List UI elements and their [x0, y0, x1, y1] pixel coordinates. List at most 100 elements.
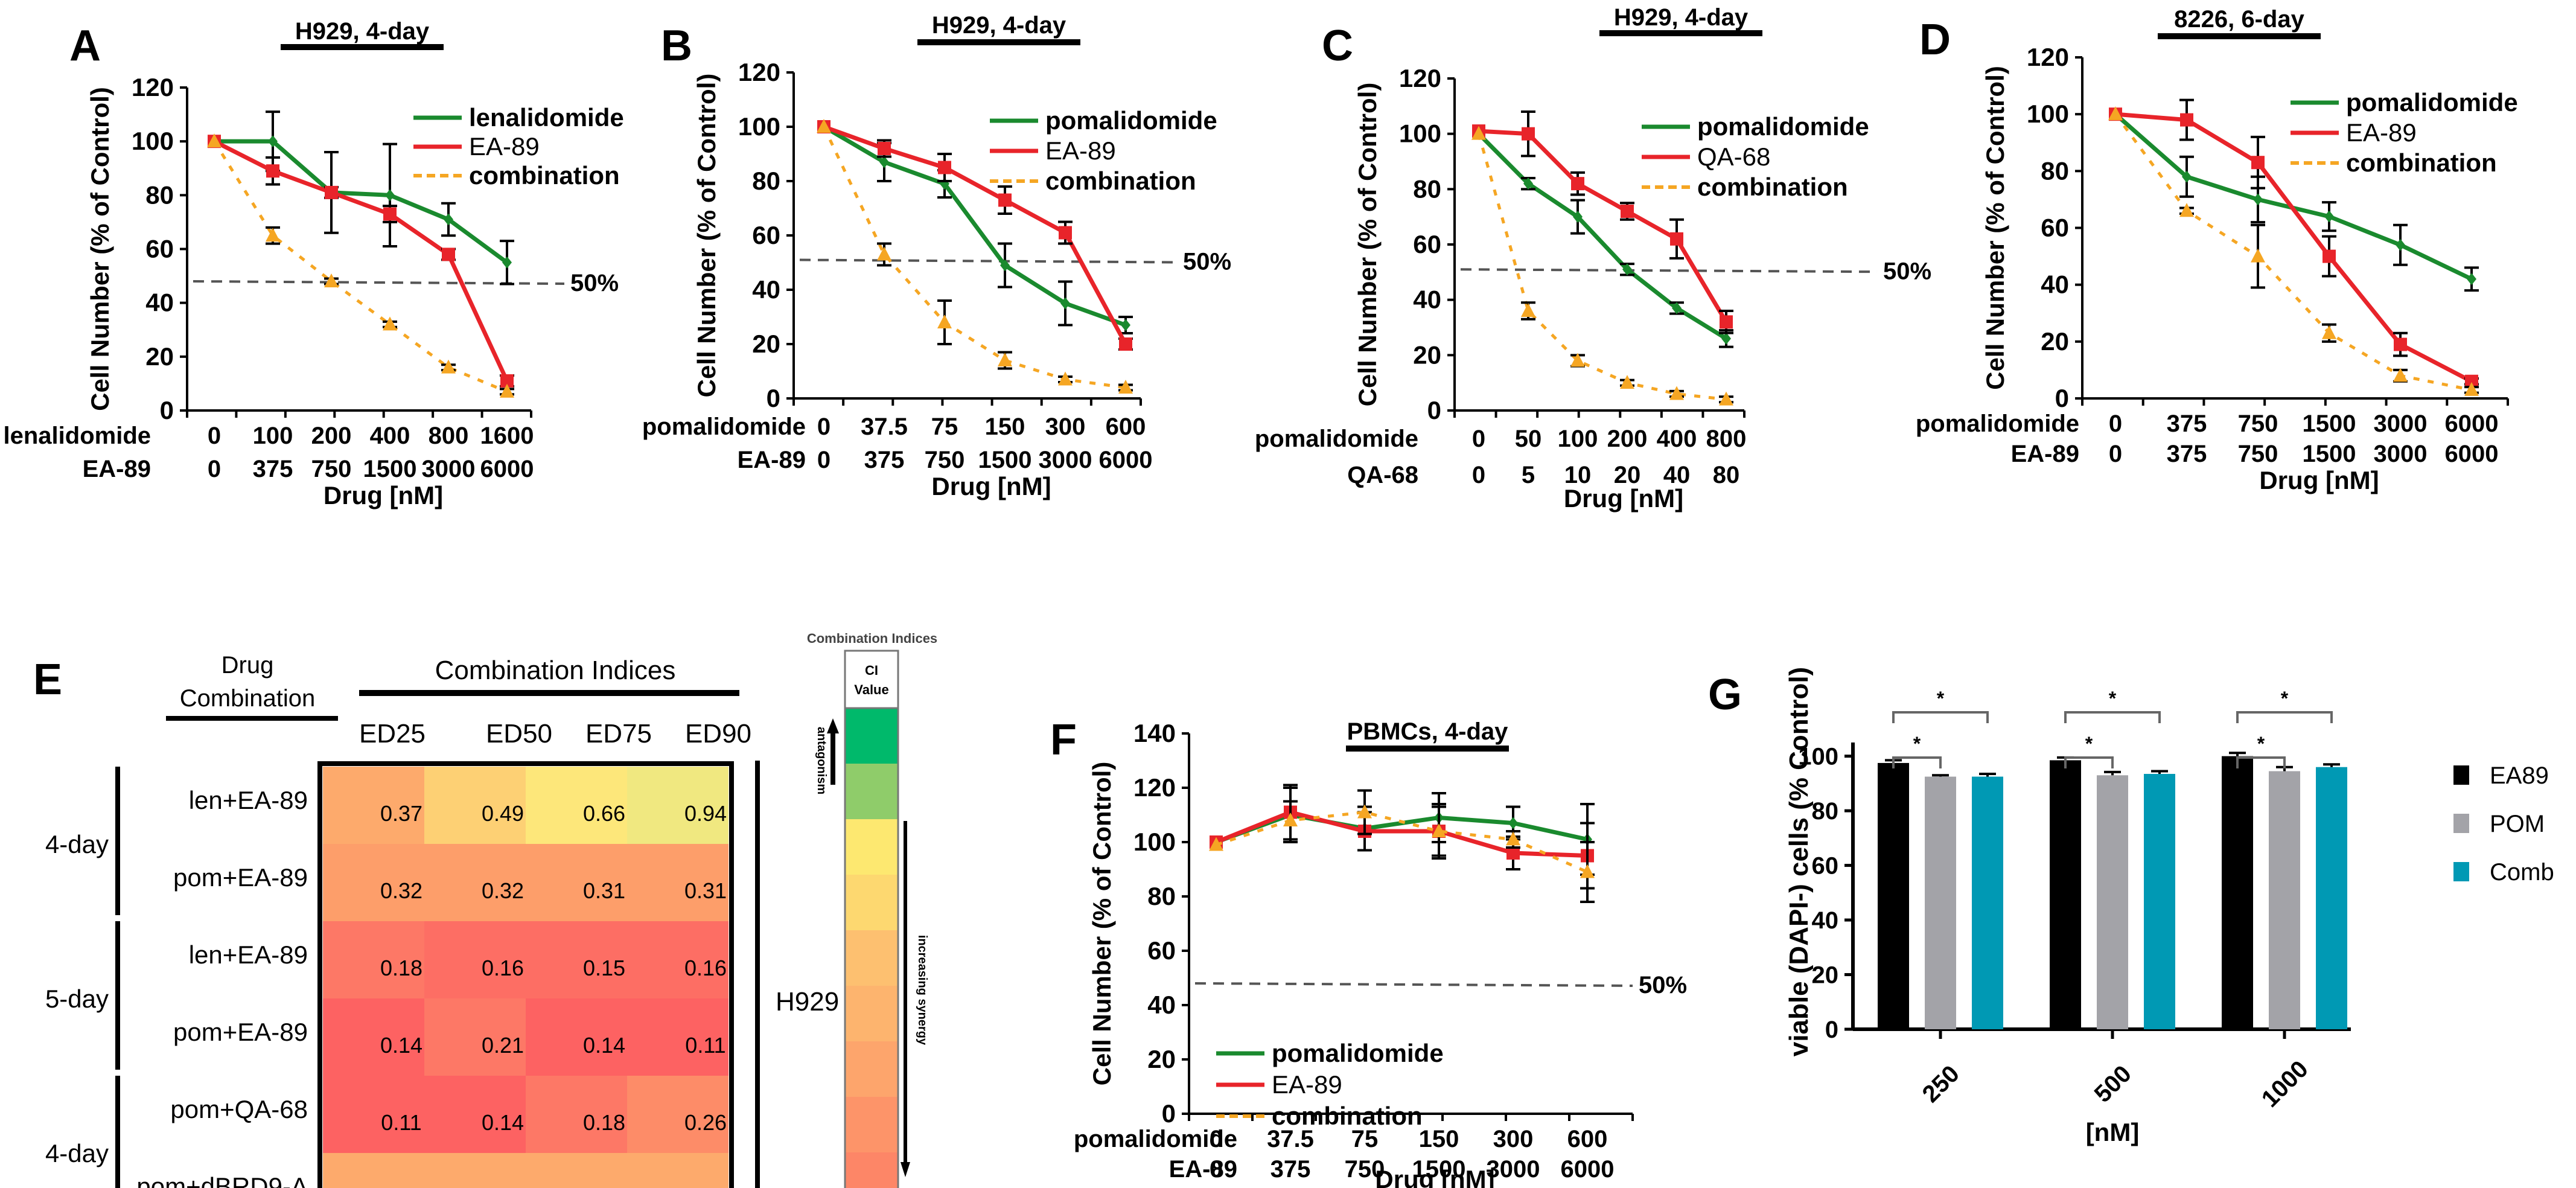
- x-tick-label: 3000: [1487, 1156, 1540, 1183]
- legend-label: lenalidomide: [469, 103, 624, 132]
- legend-label: pomalidomide: [1697, 112, 1869, 141]
- data-point: [998, 353, 1012, 366]
- heatmap-value: 0.18: [583, 1110, 625, 1135]
- reference-line-label: 50%: [570, 270, 619, 296]
- x-axis-label: [nM]: [2086, 1118, 2140, 1146]
- heatmap-cell: [323, 921, 424, 998]
- y-tick-label: 40: [1812, 907, 1839, 934]
- significance-bracket: [2236, 711, 2333, 723]
- x-row-label: pomalidomide: [1255, 426, 1418, 452]
- y-tick-label: 0: [767, 384, 780, 412]
- x-tick-label: 3000: [2374, 441, 2428, 467]
- data-point: [1283, 813, 1298, 826]
- x-row-label: pomalidomide: [1916, 410, 2079, 437]
- legend-header-box: [844, 650, 899, 709]
- data-point: [207, 133, 222, 148]
- significance-bracket: [2064, 756, 2114, 768]
- heatmap-cell: [323, 998, 424, 1076]
- chart-title: 8226, 6-day: [2174, 6, 2304, 33]
- heatmap-value: 0.11: [685, 1033, 725, 1058]
- x-row-label: EA-89: [1169, 1156, 1237, 1183]
- y-tick-label: 20: [1147, 1045, 1176, 1073]
- colorbar-segment: [845, 819, 898, 875]
- data-point: [1059, 226, 1072, 240]
- heatmap-value: 0.31: [583, 878, 625, 903]
- heatmap-value: 0.94: [684, 801, 727, 826]
- y-tick-label: 80: [1812, 798, 1839, 825]
- x-tick-label: 0: [1472, 462, 1485, 488]
- x-axis-label: Drug [nM]: [2259, 466, 2379, 494]
- data-point: [385, 189, 395, 202]
- heatmap-value: 0.11: [381, 1110, 421, 1135]
- y-tick-label: 120: [738, 58, 780, 86]
- heatmap-cell: [627, 921, 728, 998]
- x-tick-label: 40: [1663, 462, 1691, 488]
- bar-pom: [1925, 776, 1956, 1029]
- data-point: [1720, 315, 1733, 329]
- heatmap-value: 0.49: [482, 801, 524, 826]
- y-tick-label: 100: [738, 112, 780, 141]
- x-tick-label: 1500: [2303, 410, 2356, 437]
- y-tick-label: 40: [752, 275, 780, 304]
- colorbar-segment: [845, 708, 898, 764]
- data-point: [1508, 817, 1518, 829]
- x-tick-label: 0: [1210, 1126, 1223, 1152]
- y-tick-label: 20: [145, 342, 174, 371]
- x-tick-label: 250: [1918, 1061, 1965, 1108]
- x-tick-label: 800: [429, 423, 469, 449]
- significance-star: *: [2281, 688, 2289, 709]
- series-line-ea-89: [823, 124, 1128, 345]
- series-line-pomalidomide: [1477, 132, 1727, 340]
- colorbar-segment: [845, 1097, 898, 1152]
- group-label: 4-day: [45, 830, 109, 858]
- chart-title: H929, 4-day: [1614, 4, 1749, 31]
- x-tick-label: 400: [1657, 426, 1697, 452]
- x-tick-label: 3000: [2374, 410, 2428, 437]
- data-point: [383, 316, 397, 331]
- data-point: [1432, 823, 1446, 837]
- reference-line-50: [799, 258, 1178, 264]
- x-row-label: pomalidomide: [1074, 1126, 1237, 1152]
- heatmap-border: [317, 761, 734, 1188]
- y-tick-label: 100: [1399, 120, 1441, 148]
- data-point: [1621, 205, 1634, 218]
- data-point: [1357, 804, 1372, 819]
- heatmap-value: 0.66: [583, 801, 625, 826]
- y-tick-label: 80: [1147, 882, 1176, 910]
- heatmap-cell: [526, 998, 627, 1076]
- x-tick-label: 6000: [2445, 410, 2499, 437]
- data-point: [2253, 193, 2263, 206]
- x-tick-label: 375: [1270, 1156, 1311, 1183]
- y-tick-label: 0: [2055, 384, 2069, 412]
- y-tick-label: 120: [1133, 773, 1176, 802]
- cell-line-label: H929: [776, 987, 839, 1017]
- x-tick-label: 400: [370, 423, 410, 449]
- data-point: [2324, 210, 2334, 223]
- data-point: [2394, 337, 2407, 351]
- data-point: [442, 248, 455, 261]
- data-point: [2467, 273, 2476, 286]
- x-tick-label: 100: [1558, 426, 1598, 452]
- data-point: [2179, 203, 2194, 217]
- series-line-combination: [1477, 133, 1727, 401]
- x-axis-label: Drug [nM]: [931, 472, 1051, 500]
- y-tick-label: 120: [2027, 43, 2069, 71]
- row-header: Drug: [222, 652, 274, 679]
- x-tick-label: 20: [1614, 462, 1641, 488]
- data-point: [1721, 332, 1731, 345]
- x-tick-label: 200: [311, 423, 352, 449]
- row-label: pom+QA-68: [170, 1095, 308, 1123]
- x-row-label: QA-68: [1347, 462, 1418, 488]
- colorbar-border: [844, 707, 899, 1188]
- heatmap-value: 0.14: [583, 1033, 625, 1058]
- x-tick-label: 100: [253, 423, 293, 449]
- legend-label: combination: [1045, 167, 1196, 195]
- heatmap-cell: [526, 844, 627, 921]
- significance-bracket: [2064, 711, 2161, 723]
- x-tick-label: 200: [1607, 426, 1648, 452]
- x-row-label: EA-89: [2011, 441, 2079, 467]
- significance-star: *: [2109, 688, 2117, 709]
- x-tick-label: 750: [1345, 1156, 1385, 1183]
- heatmap-cell: [424, 844, 526, 921]
- x-tick-label: 1600: [480, 423, 534, 449]
